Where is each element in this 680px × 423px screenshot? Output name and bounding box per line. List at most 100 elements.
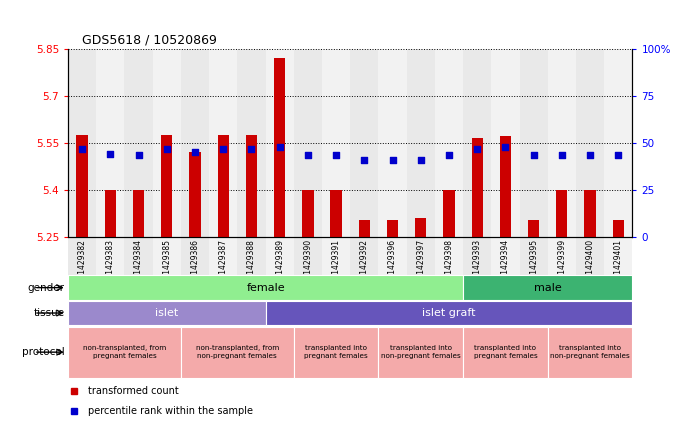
Bar (124, 49, 152, 237)
Bar (105, 190, 116, 237)
Point (528, 152, 539, 159)
Text: GSM1429392: GSM1429392 (360, 239, 369, 290)
Text: GSM1429390: GSM1429390 (303, 239, 312, 290)
Bar (76, 135, 88, 237)
Text: GSM1429399: GSM1429399 (558, 239, 566, 290)
Bar (463, 327, 548, 377)
Bar (181, 327, 294, 377)
Point (161, 146, 172, 152)
Point (556, 152, 567, 159)
Bar (491, 49, 520, 237)
Bar (415, 218, 426, 237)
Bar (209, 237, 237, 275)
Bar (274, 58, 286, 237)
Text: GSM1429394: GSM1429394 (501, 239, 510, 290)
Bar (378, 49, 407, 237)
Bar (181, 237, 209, 275)
Bar (548, 237, 576, 275)
Bar (471, 138, 483, 237)
Bar (152, 49, 181, 237)
Bar (463, 49, 491, 237)
Text: GSM1429384: GSM1429384 (134, 239, 143, 290)
Bar (322, 237, 350, 275)
Bar (463, 237, 491, 275)
Point (77, 146, 88, 152)
Text: islet graft: islet graft (422, 308, 476, 318)
Bar (237, 49, 265, 237)
Bar (209, 49, 237, 237)
Text: non-transplanted, from
pregnant females: non-transplanted, from pregnant females (83, 345, 166, 360)
Text: transplanted into
pregnant females: transplanted into pregnant females (473, 345, 537, 360)
Bar (294, 49, 322, 237)
Text: transformed count: transformed count (88, 386, 179, 396)
Text: GSM1429385: GSM1429385 (163, 239, 171, 290)
Bar (556, 190, 568, 237)
Bar (124, 237, 152, 275)
Text: tissue: tissue (33, 308, 65, 318)
Bar (548, 327, 632, 377)
Point (359, 157, 370, 163)
Bar (218, 135, 229, 237)
Bar (294, 327, 378, 377)
Point (500, 144, 511, 151)
Text: GSM1429398: GSM1429398 (445, 239, 454, 290)
Bar (443, 190, 455, 237)
Text: male: male (534, 283, 562, 293)
Text: GSM1429386: GSM1429386 (190, 239, 199, 290)
Bar (604, 49, 632, 237)
Bar (407, 49, 435, 237)
Text: transplanted into
pregnant females: transplanted into pregnant females (304, 345, 368, 360)
Point (415, 157, 426, 163)
Text: GSM1429397: GSM1429397 (416, 239, 425, 290)
Point (133, 152, 144, 159)
Bar (576, 49, 604, 237)
Point (613, 152, 624, 159)
Point (246, 146, 257, 152)
Bar (245, 135, 257, 237)
Point (218, 146, 228, 152)
Bar (237, 237, 265, 275)
Bar (181, 49, 209, 237)
Bar (265, 301, 632, 325)
Bar (68, 275, 463, 300)
Bar (387, 220, 398, 237)
Point (387, 157, 398, 163)
Bar (584, 190, 596, 237)
Text: GSM1429387: GSM1429387 (219, 239, 228, 290)
Bar (435, 49, 463, 237)
Text: female: female (246, 283, 285, 293)
Bar (322, 49, 350, 237)
Bar (358, 220, 370, 237)
Text: GSM1429400: GSM1429400 (585, 239, 594, 290)
Bar (548, 49, 576, 237)
Text: protocol: protocol (22, 347, 65, 357)
Text: GSM1429382: GSM1429382 (78, 239, 86, 290)
Point (105, 150, 116, 157)
Text: GSM1429391: GSM1429391 (332, 239, 341, 290)
Bar (520, 237, 548, 275)
Bar (97, 237, 124, 275)
Bar (604, 237, 632, 275)
Point (190, 149, 201, 156)
Bar (68, 327, 181, 377)
Bar (500, 137, 511, 237)
Text: gender: gender (28, 283, 65, 293)
Point (443, 152, 454, 159)
Text: GSM1429401: GSM1429401 (614, 239, 623, 290)
Text: GSM1429383: GSM1429383 (106, 239, 115, 290)
Text: islet: islet (155, 308, 178, 318)
Bar (265, 237, 294, 275)
Text: GSM1429388: GSM1429388 (247, 239, 256, 290)
Text: GSM1429395: GSM1429395 (529, 239, 538, 290)
Text: GSM1429389: GSM1429389 (275, 239, 284, 290)
Text: transplanted into
non-pregnant females: transplanted into non-pregnant females (550, 345, 630, 360)
Text: non-transplanted, from
non-pregnant females: non-transplanted, from non-pregnant fema… (196, 345, 279, 360)
Text: GSM1429396: GSM1429396 (388, 239, 397, 290)
Text: transplanted into
non-pregnant females: transplanted into non-pregnant females (381, 345, 460, 360)
Bar (97, 49, 124, 237)
Point (330, 152, 341, 159)
Bar (350, 237, 378, 275)
Bar (68, 301, 265, 325)
Bar (613, 220, 624, 237)
Bar (463, 275, 632, 300)
